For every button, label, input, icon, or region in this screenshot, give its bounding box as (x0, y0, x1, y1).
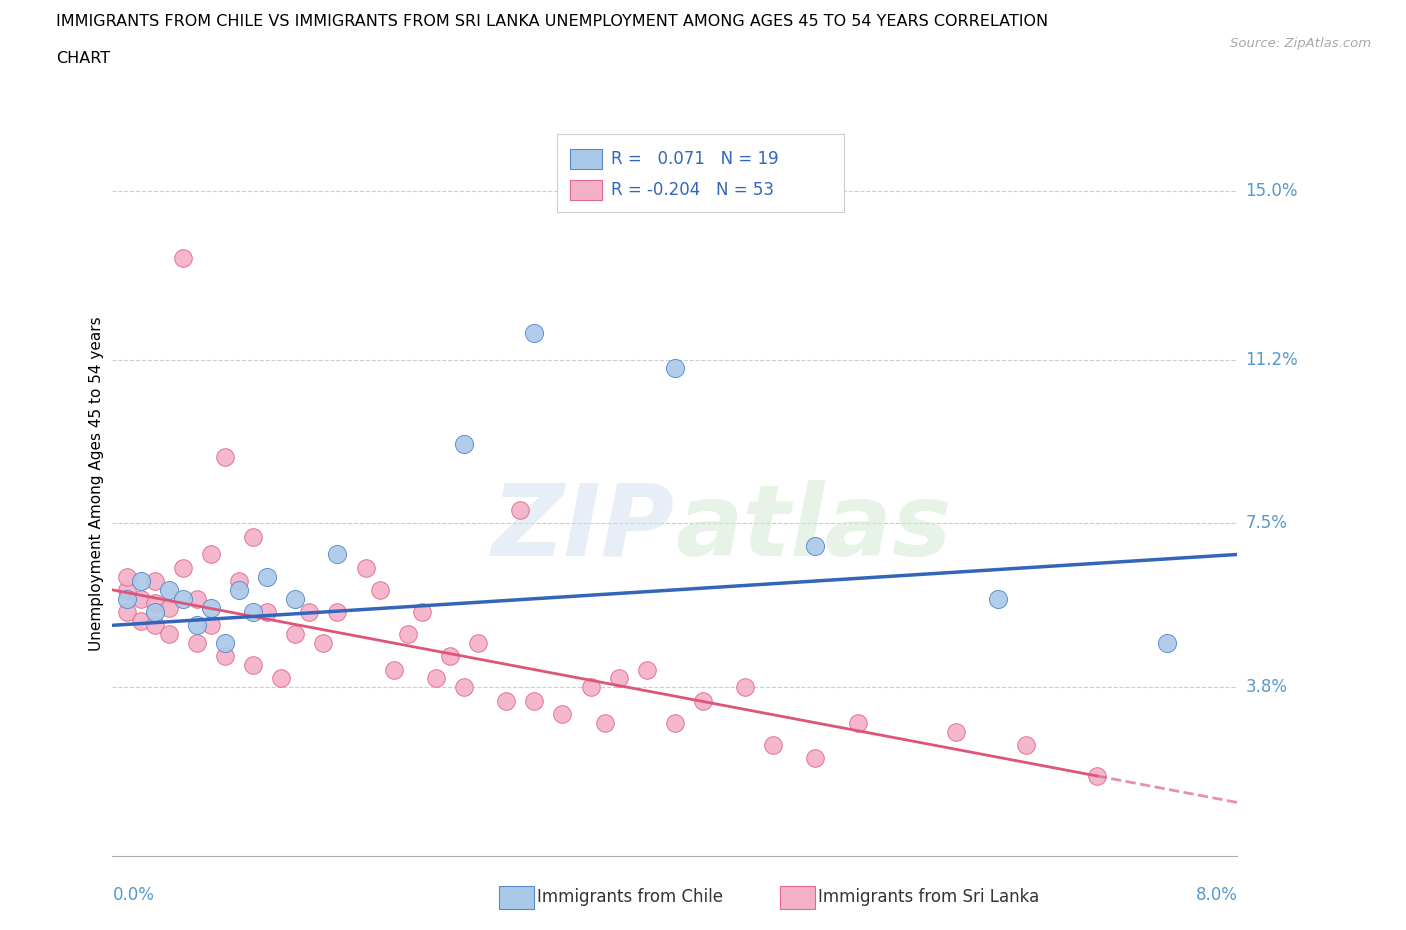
Point (326, 547, 349, 562)
Y-axis label: Unemployment Among Ages 45 to 54 years: Unemployment Among Ages 45 to 54 years (89, 316, 104, 651)
Point (312, 635, 335, 650)
Point (664, 715, 686, 730)
Point (157, 627, 180, 642)
Point (1015, 737, 1038, 752)
Point (439, 649, 461, 664)
Point (242, 604, 264, 619)
Point (242, 658, 264, 672)
Point (509, 503, 531, 518)
Text: 15.0%: 15.0% (1246, 182, 1298, 200)
Point (804, 538, 827, 553)
Point (664, 361, 686, 376)
Text: atlas: atlas (675, 480, 952, 577)
Point (945, 724, 967, 739)
Point (143, 604, 166, 619)
Point (762, 737, 785, 752)
Point (270, 671, 292, 686)
Point (242, 529, 264, 544)
Point (129, 591, 152, 606)
Bar (571, 149, 602, 168)
Text: 11.2%: 11.2% (1246, 351, 1298, 368)
Text: CHART: CHART (56, 51, 110, 66)
Point (396, 627, 419, 642)
Point (115, 569, 138, 584)
Point (579, 680, 602, 695)
Point (523, 693, 546, 708)
Point (425, 671, 447, 686)
Point (143, 596, 166, 611)
Point (523, 326, 546, 340)
Point (129, 574, 152, 589)
Point (214, 635, 236, 650)
Text: ZIP: ZIP (492, 480, 675, 577)
Text: Immigrants from Sri Lanka: Immigrants from Sri Lanka (818, 888, 1039, 907)
Point (115, 582, 138, 597)
Point (411, 604, 433, 619)
Point (214, 449, 236, 464)
Point (453, 436, 475, 451)
Point (1085, 768, 1108, 783)
Point (692, 693, 714, 708)
Point (200, 600, 222, 615)
Point (143, 574, 166, 589)
Point (846, 715, 869, 730)
Point (214, 649, 236, 664)
Text: 3.8%: 3.8% (1246, 678, 1288, 697)
Point (284, 627, 307, 642)
Point (354, 560, 377, 575)
Text: Source: ZipAtlas.com: Source: ZipAtlas.com (1230, 37, 1371, 50)
Bar (571, 180, 602, 200)
Point (200, 547, 222, 562)
Point (593, 715, 616, 730)
Point (382, 662, 405, 677)
Point (157, 582, 180, 597)
Point (734, 680, 756, 695)
Point (636, 662, 658, 677)
Text: Immigrants from Chile: Immigrants from Chile (537, 888, 723, 907)
Point (186, 635, 208, 650)
Point (256, 569, 278, 584)
Point (186, 591, 208, 606)
Point (495, 693, 517, 708)
Point (1156, 635, 1178, 650)
Point (453, 680, 475, 695)
Text: 0.0%: 0.0% (112, 886, 155, 904)
Point (115, 591, 138, 606)
Point (326, 604, 349, 619)
Point (551, 707, 574, 722)
Point (467, 635, 489, 650)
Point (172, 560, 194, 575)
Point (298, 604, 321, 619)
Point (228, 574, 250, 589)
Text: 8.0%: 8.0% (1195, 886, 1237, 904)
Point (172, 591, 194, 606)
Point (228, 582, 250, 597)
Point (129, 614, 152, 629)
Point (987, 591, 1010, 606)
Text: R = -0.204   N = 53: R = -0.204 N = 53 (610, 181, 773, 199)
Point (256, 604, 278, 619)
FancyBboxPatch shape (557, 134, 844, 212)
Text: R =   0.071   N = 19: R = 0.071 N = 19 (610, 150, 779, 168)
Point (804, 751, 827, 765)
Point (115, 604, 138, 619)
Point (200, 618, 222, 632)
Point (368, 582, 391, 597)
Point (284, 591, 307, 606)
Text: 7.5%: 7.5% (1246, 514, 1288, 533)
Point (143, 618, 166, 632)
Point (172, 250, 194, 265)
Point (186, 618, 208, 632)
Point (157, 600, 180, 615)
Text: IMMIGRANTS FROM CHILE VS IMMIGRANTS FROM SRI LANKA UNEMPLOYMENT AMONG AGES 45 TO: IMMIGRANTS FROM CHILE VS IMMIGRANTS FROM… (56, 14, 1049, 29)
Point (607, 671, 630, 686)
